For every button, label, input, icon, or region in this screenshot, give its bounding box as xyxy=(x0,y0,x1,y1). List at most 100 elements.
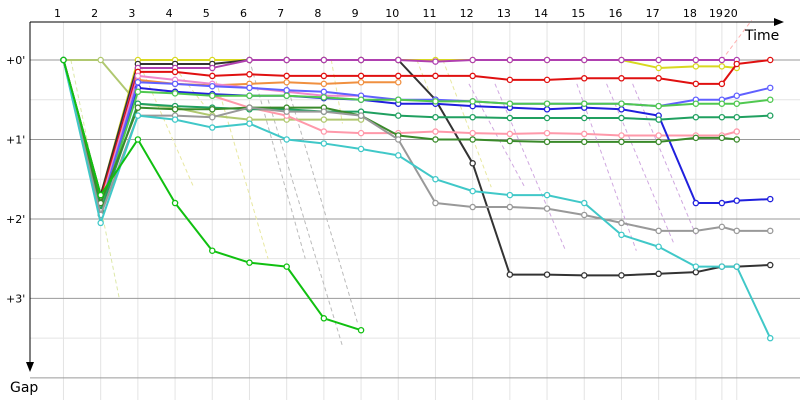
x-tick-label: 18 xyxy=(683,7,697,20)
series-point xyxy=(320,72,328,80)
series-point xyxy=(469,56,476,64)
series-point xyxy=(618,114,625,122)
series-point xyxy=(432,199,439,207)
series-point xyxy=(357,96,365,103)
axes: Time Gap xyxy=(10,18,784,396)
series-point xyxy=(432,113,439,121)
x-axis-arrow xyxy=(774,18,784,26)
series-10 xyxy=(60,56,774,215)
series-point xyxy=(171,90,179,97)
series-point xyxy=(655,56,662,64)
series-point xyxy=(134,104,142,111)
series-point xyxy=(283,86,290,94)
series-point xyxy=(171,116,179,123)
series-point xyxy=(432,72,439,80)
series-15 xyxy=(60,56,365,334)
series-point xyxy=(543,138,551,146)
series-line xyxy=(62,59,771,209)
series-point xyxy=(618,219,625,227)
series-point xyxy=(246,56,253,64)
series-point xyxy=(692,100,700,107)
series-point xyxy=(543,100,551,107)
series-point xyxy=(718,223,726,231)
series-point xyxy=(283,136,290,143)
series-point xyxy=(469,129,476,137)
series-point xyxy=(581,211,588,219)
series-point xyxy=(655,243,662,251)
x-tick-label: 17 xyxy=(646,7,660,20)
series-point xyxy=(209,124,216,131)
series-point xyxy=(618,56,625,64)
series-point xyxy=(320,116,328,123)
faint-series-line xyxy=(632,83,697,236)
series-point xyxy=(733,263,741,270)
series-point xyxy=(320,88,328,96)
x-tick-label: 16 xyxy=(608,7,622,20)
series-point xyxy=(357,326,365,334)
series-point xyxy=(618,231,625,239)
x-tick-label: 4 xyxy=(166,7,173,20)
series-point xyxy=(766,334,774,342)
series-point xyxy=(718,100,726,107)
series-point xyxy=(766,56,774,64)
series-point xyxy=(766,112,774,119)
series-point xyxy=(618,75,625,82)
faint-series-line xyxy=(211,67,269,259)
series-point xyxy=(718,113,726,121)
faint-series-line xyxy=(248,59,306,259)
series-line xyxy=(62,59,771,209)
y-axis-title: Gap xyxy=(10,380,38,396)
series-point xyxy=(283,108,290,115)
series-point xyxy=(581,138,588,146)
series-point xyxy=(209,82,216,90)
series-point xyxy=(469,136,476,143)
series-point xyxy=(618,138,625,146)
series-point xyxy=(283,263,290,270)
faint-series-line xyxy=(442,59,492,188)
series-point xyxy=(395,56,402,64)
series-point xyxy=(655,138,662,146)
faint-series-line xyxy=(267,99,343,347)
series-point xyxy=(766,195,774,203)
series-point xyxy=(395,152,402,159)
series-point xyxy=(543,129,551,137)
series-point xyxy=(97,56,104,64)
series-line xyxy=(62,59,771,232)
series-point xyxy=(320,80,328,88)
series-point xyxy=(733,100,741,107)
series-point xyxy=(718,80,726,88)
series-point xyxy=(581,75,588,82)
series-point xyxy=(357,72,365,80)
series-point xyxy=(209,64,216,72)
x-tick-label: 12 xyxy=(460,7,474,20)
series-point xyxy=(655,227,662,235)
x-tick-label: 1 xyxy=(54,7,61,20)
series-point xyxy=(618,132,625,139)
series-point xyxy=(134,88,142,96)
series-point xyxy=(395,136,402,143)
series-point xyxy=(581,114,588,122)
series-line xyxy=(62,59,772,339)
series-point xyxy=(395,96,402,103)
y-tick-labels: +0' +1' +2' +3' xyxy=(6,54,25,305)
series-point xyxy=(395,79,402,86)
series-point xyxy=(357,145,365,153)
series-point xyxy=(320,315,328,322)
series-point xyxy=(506,76,514,84)
series-point xyxy=(733,128,741,135)
series-point xyxy=(718,63,726,70)
x-tick-label: 5 xyxy=(203,7,210,20)
series-point xyxy=(171,199,179,207)
series-point xyxy=(283,79,290,86)
series-point xyxy=(97,219,104,227)
series-point xyxy=(543,106,551,113)
series-point xyxy=(320,108,328,115)
x-tick-label: 20 xyxy=(724,7,738,20)
series-point xyxy=(60,56,67,64)
series-point xyxy=(692,134,700,142)
faint-series-line xyxy=(494,83,567,251)
series-point xyxy=(718,56,726,64)
x-tick-label: 14 xyxy=(534,7,548,20)
series-point xyxy=(469,203,476,211)
series-point xyxy=(357,79,365,86)
